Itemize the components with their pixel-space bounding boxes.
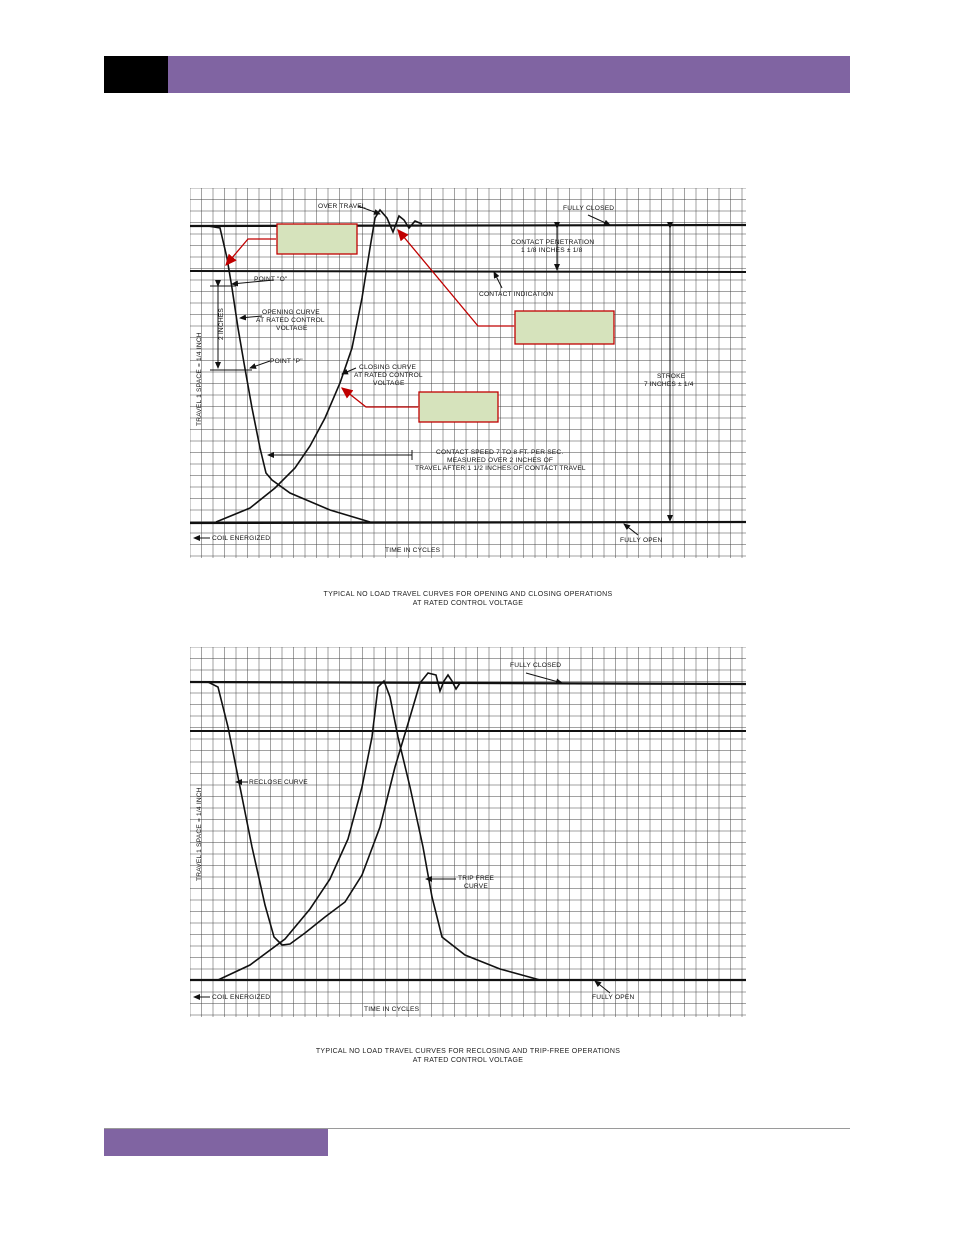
- figure-2-caption-line-2: AT RATED CONTROL VOLTAGE: [412, 1056, 524, 1064]
- closing-curve-label-2: AT RATED CONTROL: [354, 372, 423, 379]
- callout-lower-leader: [340, 387, 418, 408]
- fully-closed-line: [190, 223, 746, 228]
- opening-curve-label-2: AT RATED CONTROL: [256, 317, 325, 324]
- coil-energized-label: COIL ENERGIZED: [212, 994, 270, 1001]
- travel-axis-label: TRAVEL 1 SPACE = 1/4 INCH: [196, 332, 203, 426]
- fully-open-leader: [623, 523, 639, 536]
- figure-reclose-tripfree-curves: FULLY CLOSED RECLOSE CURVE TRAVEL 1 SPAC…: [190, 647, 746, 1017]
- contact-speed-label-3: TRAVEL AFTER 1 1/2 INCHES OF CONTACT TRA…: [415, 465, 586, 472]
- point-o-label: POINT "O": [254, 276, 288, 283]
- opening-curve-label-3: VOLTAGE: [276, 325, 308, 332]
- reclose-curve: [207, 672, 464, 946]
- over-travel-leader: [357, 205, 381, 215]
- fully-open-label: FULLY OPEN: [620, 537, 662, 544]
- opening-curve-leader: [239, 314, 263, 321]
- fully-open-label: FULLY OPEN: [592, 994, 634, 1001]
- header-black-block: [104, 56, 168, 93]
- two-inches-label: 2 INCHES: [218, 308, 225, 340]
- contact-indication-line: [190, 270, 746, 273]
- closing-curve-leader: [341, 367, 357, 375]
- fully-open-line: [190, 520, 746, 525]
- contact-penetration-label: CONTACT PENETRATION: [511, 239, 594, 246]
- point-p-leader: [249, 360, 271, 369]
- point-p-label: POINT "P": [270, 358, 303, 365]
- trip-free-curve: [217, 679, 541, 981]
- figure-1-caption-line-2: AT RATED CONTROL VOLTAGE: [412, 599, 524, 607]
- fully-open-leader: [594, 980, 611, 994]
- graph-grid: [190, 647, 746, 1017]
- footer-rule: [104, 1128, 850, 1129]
- figure-1-graph: OVER TRAVEL FULLY CLOSED CONTACT PENETRA…: [190, 188, 746, 558]
- stroke-label-2: 7 INCHES ± 1/4: [644, 381, 694, 388]
- callout-top-left-leader: [225, 238, 276, 266]
- time-in-cycles-label: TIME IN CYCLES: [364, 1006, 420, 1013]
- callout-box-top-left: [276, 223, 358, 255]
- fully-closed-line: [190, 680, 746, 686]
- contact-speed-label-2: MEASURED OVER 2 INCHES OF: [447, 457, 553, 464]
- over-travel-label: OVER TRAVEL: [318, 203, 366, 210]
- figure-2-caption-line-1: TYPICAL NO LOAD TRAVEL CURVES FOR RECLOS…: [315, 1048, 621, 1055]
- reclose-curve-label: RECLOSE CURVE: [249, 779, 308, 786]
- fully-closed-leader: [587, 214, 611, 226]
- callout-box-right: [514, 310, 615, 345]
- contact-speed-label-1: CONTACT SPEED 7 TO 8 FT. PER SEC.: [436, 449, 563, 456]
- coil-energized-label: COIL ENERGIZED: [212, 535, 270, 542]
- figure-2-caption: TYPICAL NO LOAD TRAVEL CURVES FOR RECLOS…: [190, 1048, 746, 1065]
- closing-curve-label-3: VOLTAGE: [373, 380, 405, 387]
- header-bar: [168, 56, 850, 93]
- closing-curve-label-1: CLOSING CURVE: [359, 364, 416, 371]
- callout-right-leader: [397, 229, 514, 327]
- contact-indication-label: CONTACT INDICATION: [479, 291, 553, 298]
- stroke-label-1: STROKE: [657, 373, 686, 380]
- footer-bar: [104, 1129, 328, 1156]
- figure-1-caption: TYPICAL NO LOAD TRAVEL CURVES FOR OPENIN…: [190, 591, 746, 608]
- figure-2-graph: FULLY CLOSED RECLOSE CURVE TRAVEL 1 SPAC…: [190, 647, 746, 1017]
- trip-free-label-1: TRIP FREE: [458, 875, 495, 882]
- figure-1-caption-line-1: TYPICAL NO LOAD TRAVEL CURVES FOR OPENIN…: [323, 591, 613, 598]
- closing-curve: [215, 208, 423, 523]
- contact-indication-leader: [493, 271, 503, 289]
- opening-curve-label-1: OPENING CURVE: [262, 309, 320, 316]
- time-in-cycles-label: TIME IN CYCLES: [385, 547, 441, 554]
- figure-opening-closing-curves: OVER TRAVEL FULLY CLOSED CONTACT PENETRA…: [190, 188, 746, 558]
- penetration-value-label: 1 1/8 INCHES ± 1/8: [521, 247, 583, 254]
- point-o-leader: [231, 279, 275, 287]
- travel-axis-label: TRAVEL 1 SPACE = 1/4 INCH: [196, 787, 203, 881]
- fully-closed-label: FULLY CLOSED: [510, 662, 561, 669]
- fully-closed-leader: [525, 672, 563, 685]
- callout-box-lower: [418, 391, 499, 423]
- fully-closed-label: FULLY CLOSED: [563, 205, 614, 212]
- trip-free-label-2: CURVE: [464, 883, 488, 890]
